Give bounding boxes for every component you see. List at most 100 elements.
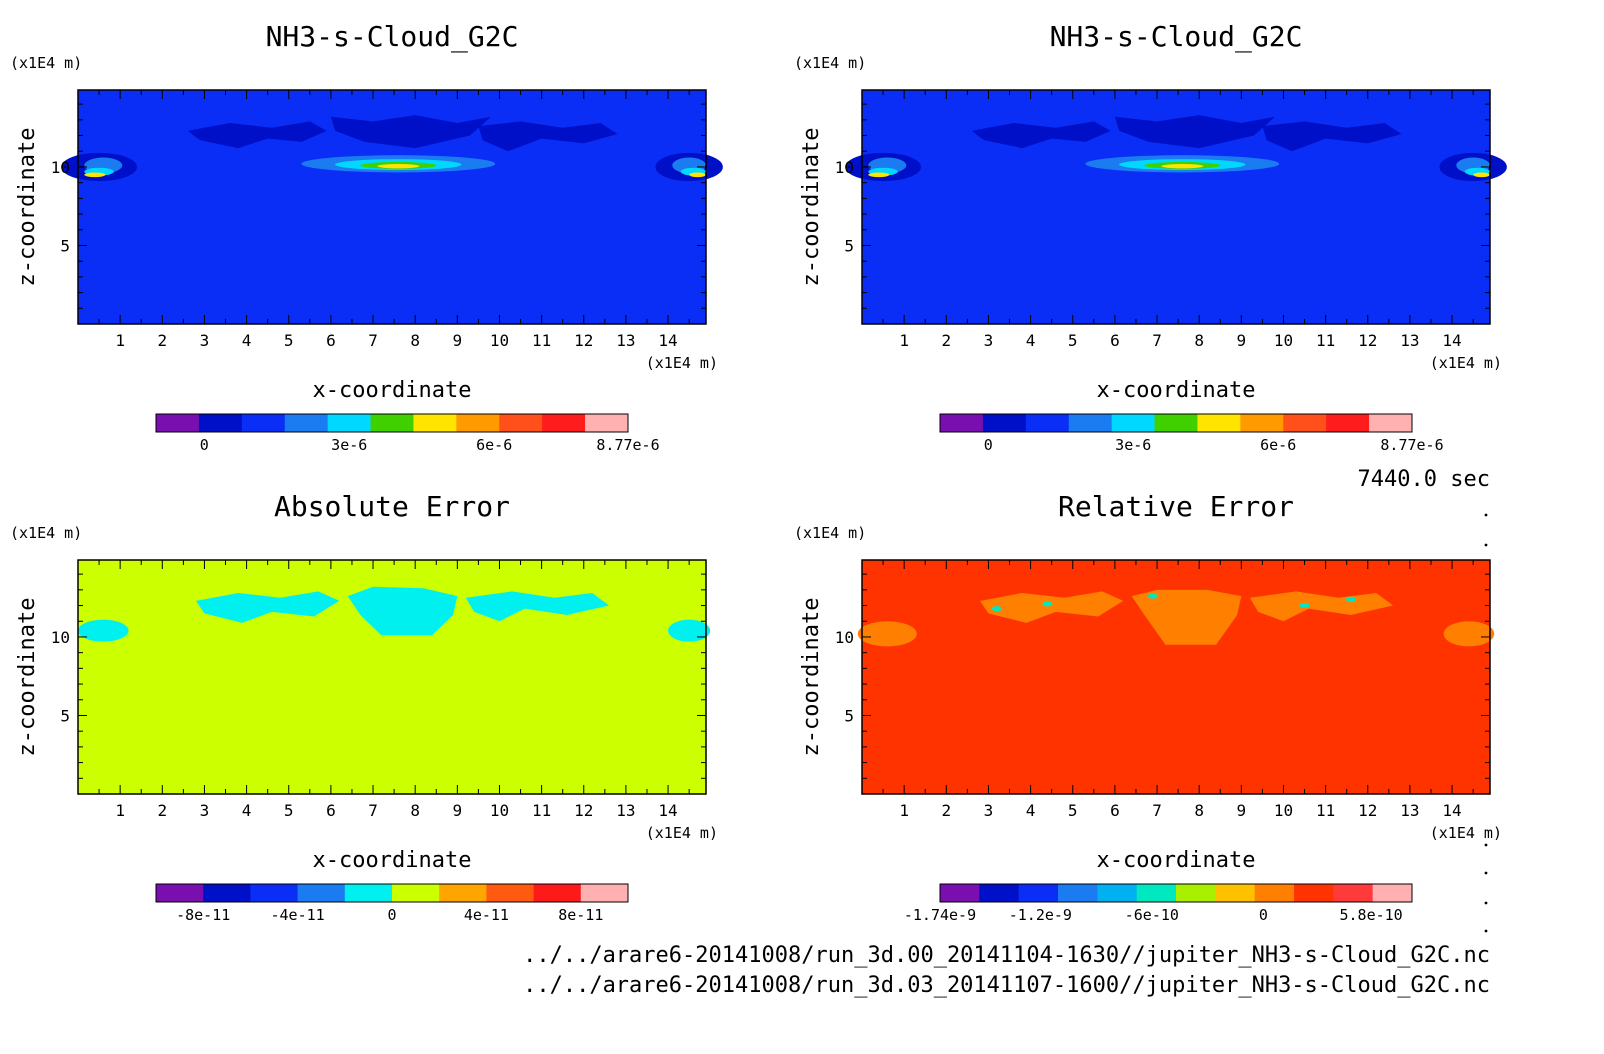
x-tick-label: 7 — [1152, 331, 1162, 350]
y-tick-label: 10 — [835, 158, 854, 177]
error-region — [196, 591, 340, 623]
colorbar-label: 0 — [984, 436, 993, 454]
colorbar-frame — [939, 413, 1413, 433]
plot-frame — [77, 89, 707, 325]
x-tick-label: 6 — [326, 331, 336, 350]
x-tick-label: 9 — [1237, 331, 1247, 350]
colorbar-swatch — [585, 414, 629, 432]
x-axis-label: x-coordinate — [313, 378, 472, 403]
plot-frame — [861, 89, 1491, 325]
x-tick-label: 1 — [899, 801, 909, 820]
colorbar-swatch — [1068, 414, 1113, 432]
y-axis-label: z-coordinate — [15, 598, 40, 757]
colorbar-label: 3e-6 — [1115, 436, 1151, 454]
plot-frame — [77, 559, 707, 795]
x-tick-label: 6 — [1110, 331, 1120, 350]
x-tick-label: 5 — [284, 331, 294, 350]
x-tick-label: 2 — [157, 331, 167, 350]
x-tick-label: 11 — [1316, 801, 1335, 820]
colorbar-swatch — [344, 884, 393, 902]
x-unit-label: (x1E4 m) — [1430, 354, 1502, 372]
panel-3: Absolute Error(x1E4 m)1 2 3 4 5 6 7 8 9 10 11 12 13 1… — [10, 490, 718, 924]
colorbar-label: 3e-6 — [331, 436, 367, 454]
y-axis-label: z-coordinate — [799, 128, 824, 287]
y-tick-label: 10 — [51, 158, 70, 177]
colorbar-swatch — [1294, 884, 1334, 902]
colorbar-swatch — [940, 884, 980, 902]
colorbar-swatch — [982, 414, 1027, 432]
colorbar: -1.74e-9 -1.2e-9 -6e-10 0 5.8e-10 — [904, 883, 1413, 924]
colorbar-label: 5.8e-10 — [1340, 906, 1403, 924]
colorbar-swatch — [979, 884, 1020, 902]
heatmap-features — [61, 115, 723, 182]
x-tick-label: 6 — [1110, 801, 1120, 820]
error-spot — [1299, 603, 1310, 609]
colorbar-swatch — [542, 414, 586, 432]
x-tick-label: 12 — [1358, 331, 1377, 350]
x-tick-label: 14 — [658, 801, 677, 820]
y-tick-label: 5 — [844, 236, 854, 255]
plot-title: Relative Error — [1058, 490, 1294, 523]
cloud-region-dark — [478, 121, 618, 152]
y-tick-label: 10 — [51, 628, 70, 647]
error-region — [465, 591, 610, 622]
colorbar-swatch — [1283, 414, 1327, 432]
colorbar-swatch — [1018, 884, 1059, 902]
x-tick-label: 9 — [453, 331, 463, 350]
cloud-region-dark — [330, 115, 492, 149]
colorbar-swatch — [156, 884, 204, 902]
colorbar-swatch — [1197, 414, 1241, 432]
error-region-right — [668, 619, 711, 642]
colorbar-swatch — [392, 884, 440, 902]
x-tick-label: 14 — [1442, 801, 1461, 820]
decorative-dot — [1484, 543, 1488, 547]
x-tick-label: 14 — [1442, 331, 1461, 350]
colorbar-label: 6e-6 — [476, 436, 512, 454]
colorbar-swatch — [297, 884, 346, 902]
x-tick-label: 8 — [1194, 331, 1204, 350]
colorbar-label: -6e-10 — [1125, 906, 1179, 924]
x-unit-label: (x1E4 m) — [1430, 824, 1502, 842]
x-axis-label: x-coordinate — [1097, 848, 1256, 873]
edge-cloud-left — [868, 172, 890, 178]
colorbar-frame — [155, 883, 629, 903]
error-region-left — [78, 619, 129, 642]
cloud-region-dark — [187, 121, 327, 149]
error-spot — [1345, 596, 1356, 602]
colorbar-label: 0 — [1259, 906, 1268, 924]
colorbar-label: 6e-6 — [1260, 436, 1296, 454]
error-spot — [1147, 593, 1158, 599]
x-tick-label: 12 — [1358, 801, 1377, 820]
x-tick-label: 10 — [1274, 801, 1293, 820]
x-tick-label: 4 — [1026, 801, 1036, 820]
y-tick-label: 5 — [60, 236, 70, 255]
error-spot — [1042, 601, 1053, 607]
y-unit-label: (x1E4 m) — [10, 54, 82, 72]
x-tick-label: 7 — [1152, 801, 1162, 820]
error-region — [347, 586, 458, 636]
colorbar-swatch — [250, 884, 299, 902]
x-tick-label: 5 — [284, 801, 294, 820]
x-unit-label: (x1E4 m) — [646, 354, 718, 372]
x-tick-label: 8 — [410, 801, 420, 820]
x-axis-label: x-coordinate — [313, 848, 472, 873]
x-tick-label: 13 — [616, 331, 635, 350]
colorbar-frame — [155, 413, 629, 433]
colorbar-swatch — [198, 414, 243, 432]
decorative-dot — [1484, 871, 1488, 875]
heatmap-features — [857, 589, 1495, 647]
x-tick-label: 12 — [574, 801, 593, 820]
x-tick-label: 2 — [157, 801, 167, 820]
edge-cloud-right — [689, 172, 707, 178]
colorbar-swatch — [1369, 414, 1413, 432]
cloud-region-dark — [1114, 115, 1276, 149]
heatmap-features — [78, 586, 711, 642]
colorbar-frame — [939, 883, 1413, 903]
x-tick-label: 1 — [115, 801, 125, 820]
x-axis-label: x-coordinate — [1097, 378, 1256, 403]
colorbar-swatch — [580, 884, 629, 902]
x-tick-label: 2 — [941, 331, 951, 350]
y-tick-label: 5 — [844, 706, 854, 725]
y-tick-label: 5 — [60, 706, 70, 725]
